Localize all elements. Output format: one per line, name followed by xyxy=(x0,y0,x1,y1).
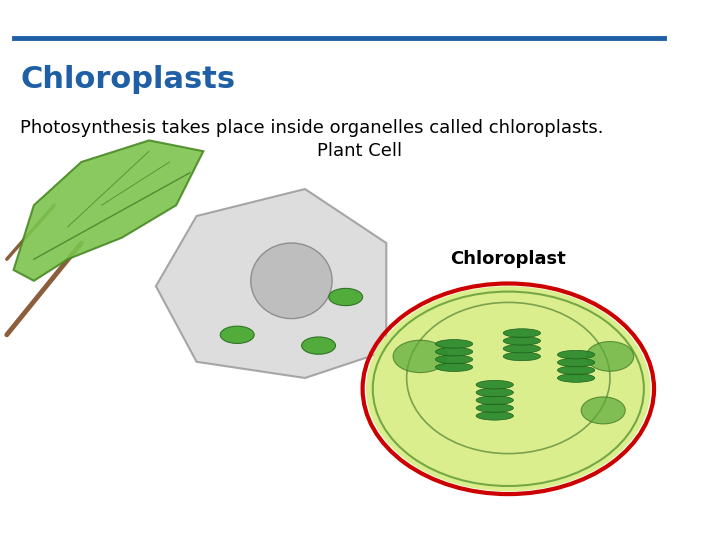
Ellipse shape xyxy=(251,243,332,319)
Ellipse shape xyxy=(581,397,625,424)
Ellipse shape xyxy=(503,345,541,353)
Text: Photosynthesis takes place inside organelles called chloroplasts.: Photosynthesis takes place inside organe… xyxy=(20,119,604,137)
Ellipse shape xyxy=(220,326,254,343)
Ellipse shape xyxy=(329,288,363,306)
Ellipse shape xyxy=(436,355,473,364)
Text: Chloroplast: Chloroplast xyxy=(451,250,566,268)
Ellipse shape xyxy=(557,366,595,375)
Ellipse shape xyxy=(476,411,513,420)
Ellipse shape xyxy=(557,374,595,382)
Ellipse shape xyxy=(393,340,447,373)
Ellipse shape xyxy=(557,358,595,367)
Ellipse shape xyxy=(503,352,541,361)
Ellipse shape xyxy=(503,336,541,345)
Ellipse shape xyxy=(436,363,473,372)
Ellipse shape xyxy=(476,396,513,404)
Ellipse shape xyxy=(557,350,595,359)
Text: Chloroplasts: Chloroplasts xyxy=(20,65,235,94)
Ellipse shape xyxy=(436,340,473,348)
Ellipse shape xyxy=(436,347,473,356)
Ellipse shape xyxy=(476,388,513,397)
Ellipse shape xyxy=(476,404,513,413)
Ellipse shape xyxy=(586,341,634,372)
Polygon shape xyxy=(156,189,387,378)
Ellipse shape xyxy=(302,337,336,354)
Ellipse shape xyxy=(503,329,541,338)
Ellipse shape xyxy=(366,286,651,491)
Ellipse shape xyxy=(476,380,513,389)
Text: Plant Cell: Plant Cell xyxy=(317,142,402,160)
Polygon shape xyxy=(14,140,203,281)
